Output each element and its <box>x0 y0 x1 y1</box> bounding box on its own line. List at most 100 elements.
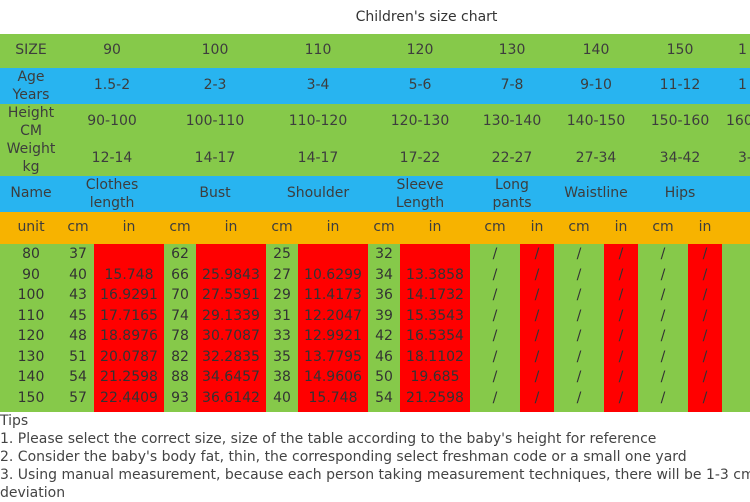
table-cell-sh-in: 11.4173 <box>304 287 362 303</box>
table-cell-sl-in: 21.2598 <box>406 389 464 406</box>
column-waistline: Waistline <box>564 185 628 201</box>
weight-value: 3- <box>738 150 750 166</box>
table-cell-hi-cm: / <box>660 348 666 365</box>
table-cell-lp-cm: / <box>492 348 498 365</box>
weight-value: 14-17 <box>194 150 236 166</box>
unit-cell: in <box>698 219 712 235</box>
table-cell-bu-cm: 74 <box>171 307 189 324</box>
size-value: 110 <box>304 42 332 58</box>
table-cell-sl-cm: 42 <box>375 328 393 344</box>
table-cell-sl-in: 19.685 <box>410 369 460 385</box>
table-cell-bu-in: 29.1339 <box>202 307 260 324</box>
table-cell-sl-in: 14.1732 <box>406 287 464 303</box>
height-value: 160 <box>726 113 750 129</box>
table-cell-wa-in: / <box>618 266 624 283</box>
table-cell-sh-cm: 27 <box>273 266 291 283</box>
column-bust: Bust <box>199 185 231 201</box>
age-label-line1: Age <box>17 69 45 85</box>
table-cell-sh-in: 14.9606 <box>304 369 362 385</box>
table-cell-lp-in: / <box>534 389 540 406</box>
tip-line: 1. Please select the correct size, size … <box>0 431 657 447</box>
column-name-line1: Clothes <box>85 177 139 193</box>
table-cell-size: 80 <box>22 246 40 262</box>
table-cell-sh-cm: 40 <box>273 389 291 406</box>
unit-cell: in <box>530 219 544 235</box>
unit-row: unit cm in cm in cm in cm in cm in cm in… <box>0 212 750 244</box>
table-cell-sh-cm: 38 <box>273 369 291 385</box>
long-pants-in-column-highlight <box>520 244 554 412</box>
table-cell-size: 110 <box>17 307 45 324</box>
height-value: 90-100 <box>87 113 137 129</box>
age-value: 1 <box>738 77 747 93</box>
table-cell-size: 120 <box>17 328 45 344</box>
weight-label-line1: Weight <box>6 141 56 157</box>
table-cell-lp-cm: / <box>492 328 498 344</box>
table-cell-hi-cm: / <box>660 307 666 324</box>
table-cell-wa-in: / <box>618 287 624 303</box>
weight-value: 34-42 <box>659 150 701 166</box>
tip-line: deviation <box>0 485 66 501</box>
table-cell-sl-in: 18.1102 <box>406 348 464 365</box>
table-cell-cl-in: 21.2598 <box>100 369 158 385</box>
table-cell-bu-cm: 70 <box>171 287 189 303</box>
column-hips: Hips <box>664 185 696 201</box>
tips-heading: Tips <box>0 413 29 429</box>
table-cell-hi-cm: / <box>660 389 666 406</box>
height-value: 100-110 <box>185 113 245 129</box>
table-cell-hi-in: / <box>702 246 708 262</box>
table-cell-size: 140 <box>17 369 45 385</box>
table-cell-sh-cm: 35 <box>273 348 291 365</box>
table-cell-lp-cm: / <box>492 266 498 283</box>
age-label-line2: Years <box>12 87 50 103</box>
table-cell-cl-in: 18.8976 <box>100 328 158 344</box>
table-cell-sh-in: 13.7795 <box>304 348 362 365</box>
age-row: Age Years 1.5-2 2-3 3-4 5-6 7-8 9-10 11-… <box>0 68 750 104</box>
age-value: 9-10 <box>580 77 612 93</box>
age-value: 11-12 <box>659 77 701 93</box>
table-cell-size: 90 <box>22 266 40 283</box>
table-cell-sl-cm: 34 <box>375 266 393 283</box>
table-cell-bu-in: 34.6457 <box>202 369 260 385</box>
column-name-line2: pants <box>492 195 532 211</box>
table-cell-cl-in: 16.9291 <box>100 287 158 303</box>
size-value: 120 <box>406 42 434 58</box>
name-row-label: Name <box>10 185 52 201</box>
unit-row-label: unit <box>17 219 45 235</box>
unit-cell: cm <box>373 219 395 235</box>
table-cell-sl-cm: 32 <box>375 246 393 262</box>
height-label-line2: CM <box>20 123 42 139</box>
table-cell-bu-cm: 88 <box>171 369 189 385</box>
weight-label-line2: kg <box>22 159 40 175</box>
table-cell-bu-cm: 78 <box>171 328 189 344</box>
table-cell-sl-cm: 54 <box>375 389 393 406</box>
column-name-line1: Sleeve <box>396 177 444 193</box>
table-cell-wa-in: / <box>618 389 624 406</box>
table-cell-wa-cm: / <box>576 389 582 406</box>
table-cell-bu-cm: 82 <box>171 348 189 365</box>
table-cell-bu-cm: 66 <box>171 266 189 283</box>
column-clothes-length: Clothes length <box>62 176 162 212</box>
age-value: 2-3 <box>203 77 227 93</box>
unit-cell: in <box>614 219 628 235</box>
table-cell-hi-cm: / <box>660 287 666 303</box>
unit-cell: cm <box>271 219 293 235</box>
size-row-label: SIZE <box>15 42 47 58</box>
table-cell-bu-cm: 93 <box>171 389 189 406</box>
table-cell-bu-in: 36.6142 <box>202 389 260 406</box>
table-cell-sh-in: 15.748 <box>308 389 358 406</box>
weight-value: 12-14 <box>91 150 133 166</box>
table-cell-lp-in: / <box>534 307 540 324</box>
table-cell-wa-cm: / <box>576 246 582 262</box>
table-cell-lp-in: / <box>534 287 540 303</box>
weight-row-label: Weight kg <box>0 140 62 176</box>
table-cell-lp-cm: / <box>492 287 498 303</box>
weight-value: 22-27 <box>491 150 533 166</box>
table-cell-lp-in: / <box>534 348 540 365</box>
unit-cell: cm <box>169 219 191 235</box>
table-cell-cl-cm: 48 <box>69 328 87 344</box>
age-value: 3-4 <box>306 77 330 93</box>
table-cell-hi-in: / <box>702 389 708 406</box>
table-cell-wa-cm: / <box>576 307 582 324</box>
table-cell-lp-in: / <box>534 246 540 262</box>
column-long-pants: Long pants <box>470 176 554 212</box>
